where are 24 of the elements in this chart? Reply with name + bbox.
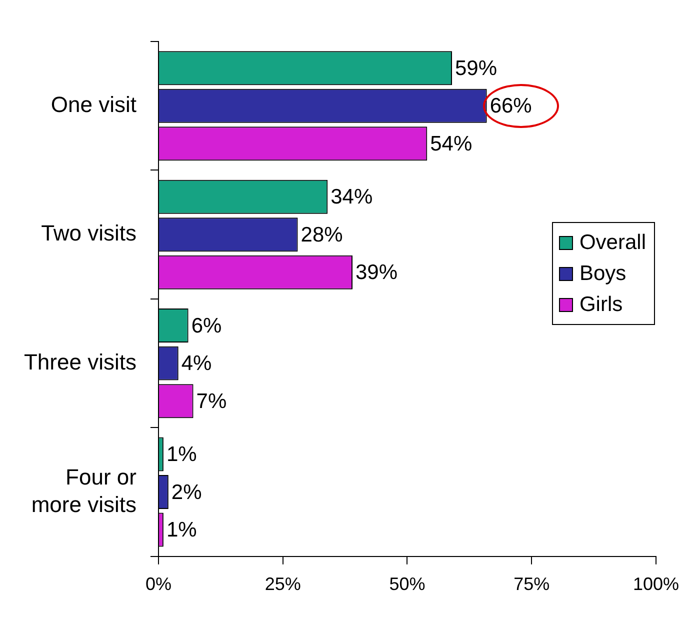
data-label: 7% <box>196 390 227 413</box>
x-tick-label: 25% <box>264 574 301 594</box>
x-tick-label: 100% <box>632 574 680 594</box>
data-label: 1% <box>166 443 197 466</box>
data-label: 34% <box>330 186 373 209</box>
data-label: 66% <box>490 94 532 118</box>
data-label: 1% <box>166 518 197 542</box>
y-tick-label: Three visits <box>24 349 136 374</box>
data-label: 54% <box>430 132 472 156</box>
x-tick-label: 75% <box>514 574 550 594</box>
data-label: 6% <box>191 314 222 338</box>
legend-label: Girls <box>579 292 623 318</box>
data-label: 28% <box>300 223 343 246</box>
data-label: 4% <box>181 352 212 376</box>
y-tick-label: One visit <box>50 92 136 117</box>
legend-label: Boys <box>579 261 626 287</box>
x-tick-label: 0% <box>145 574 172 594</box>
y-tick-label: Four or more visits <box>31 464 136 517</box>
y-tick-label: Two visits <box>41 220 136 246</box>
legend-label: Overall <box>579 230 646 256</box>
data-label: 59% <box>455 56 498 80</box>
data-label: 2% <box>171 480 202 504</box>
data-label: 39% <box>356 261 398 284</box>
x-tick-label: 50% <box>389 574 426 594</box>
